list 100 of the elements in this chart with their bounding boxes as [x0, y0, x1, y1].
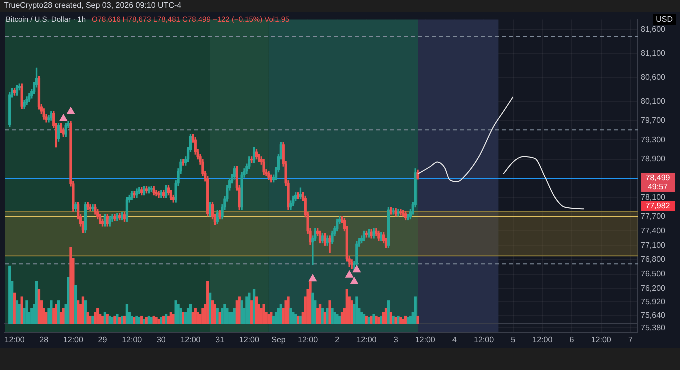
x-tick-label: 12:00	[180, 335, 202, 344]
y-tick-label: 76,800	[641, 255, 666, 264]
bar	[316, 308, 320, 324]
bar	[382, 312, 386, 324]
bar	[118, 318, 122, 324]
bar	[182, 312, 185, 324]
bar	[206, 282, 210, 324]
bar	[62, 308, 65, 324]
bar	[309, 282, 312, 324]
bar	[372, 314, 376, 324]
bar	[76, 300, 80, 324]
bar	[164, 314, 168, 324]
bar	[162, 316, 166, 324]
bar	[331, 308, 334, 324]
bar	[52, 308, 56, 324]
bar	[277, 308, 280, 324]
y-tick-label: 80,100	[641, 96, 666, 106]
bar	[140, 316, 144, 324]
bar	[82, 297, 85, 324]
x-tick-label: 12:00	[122, 335, 143, 344]
x-tick-label: 5	[511, 335, 516, 344]
bar	[50, 300, 53, 324]
bar	[111, 318, 114, 324]
bar	[155, 318, 158, 324]
bar	[409, 316, 412, 324]
bar	[248, 293, 251, 324]
text: 77,982	[646, 202, 671, 211]
bar	[35, 282, 38, 324]
text: 49:57	[648, 182, 669, 192]
bar	[321, 308, 324, 324]
bar	[292, 312, 295, 324]
bar	[362, 314, 366, 324]
bar	[150, 318, 153, 324]
bar	[74, 286, 78, 324]
bar	[338, 316, 342, 324]
x-tick-label: 30	[156, 335, 166, 344]
point	[352, 266, 361, 273]
line-series	[503, 156, 585, 210]
x-tick-label: 28	[40, 335, 50, 344]
bar	[8, 266, 12, 324]
y-tick-label: 77,100	[641, 240, 666, 250]
x-tick-label: 6	[570, 335, 575, 344]
y-tick-label: 75,640	[641, 310, 666, 320]
x-tick-label: 12:00	[591, 335, 612, 344]
bar	[360, 312, 364, 324]
bar	[84, 300, 87, 324]
y-tick-label: 75,380	[641, 323, 666, 332]
bar	[384, 308, 388, 324]
bar	[287, 297, 290, 324]
bar	[160, 318, 163, 324]
bar	[221, 308, 224, 324]
bar	[70, 247, 72, 324]
bar	[123, 316, 126, 324]
candlestick	[328, 236, 332, 254]
y-tick-label: 80,600	[641, 73, 666, 82]
point	[350, 278, 358, 285]
bar	[274, 312, 278, 324]
point	[308, 274, 317, 282]
bar	[120, 316, 124, 324]
bar	[92, 316, 94, 324]
bar	[252, 289, 256, 324]
bar	[375, 316, 378, 324]
bar	[94, 312, 97, 324]
bar	[270, 312, 273, 324]
x-tick-label: 31	[216, 335, 226, 344]
bar	[404, 316, 408, 324]
bar	[312, 293, 314, 324]
bar	[89, 316, 92, 324]
bar	[214, 304, 217, 324]
x-tick-label: 12:00	[415, 335, 436, 344]
bar	[324, 312, 326, 324]
x-tick-label: 12:00	[356, 335, 378, 344]
x-tick-label: 12:00	[474, 335, 495, 344]
bar	[365, 316, 368, 324]
x-tick-label: 12:00	[4, 335, 26, 344]
y-tick-label: 75,920	[641, 297, 666, 306]
y-tick-label: 81,600	[641, 25, 666, 34]
bar	[16, 300, 19, 324]
y-tick-label: 79,700	[641, 116, 666, 126]
bar	[368, 318, 370, 324]
bar	[230, 312, 234, 324]
x-tick-label: 7	[628, 335, 634, 344]
bar	[236, 300, 239, 324]
point	[60, 114, 68, 122]
x-tick-label: 29	[98, 335, 108, 344]
bar	[30, 308, 34, 324]
bar	[318, 304, 322, 324]
bar	[116, 314, 119, 324]
bar	[233, 308, 236, 324]
bar	[177, 304, 180, 324]
candlestick	[155, 190, 158, 197]
ref-line-label: 78,499	[646, 174, 671, 183]
bar	[172, 314, 175, 324]
bar	[180, 308, 182, 324]
bar	[387, 300, 390, 324]
y-tick-label: 78,100	[641, 192, 666, 202]
y-tick-label: 77,700	[641, 212, 666, 222]
bar	[148, 316, 151, 324]
bar	[350, 300, 354, 324]
bar	[299, 316, 302, 324]
